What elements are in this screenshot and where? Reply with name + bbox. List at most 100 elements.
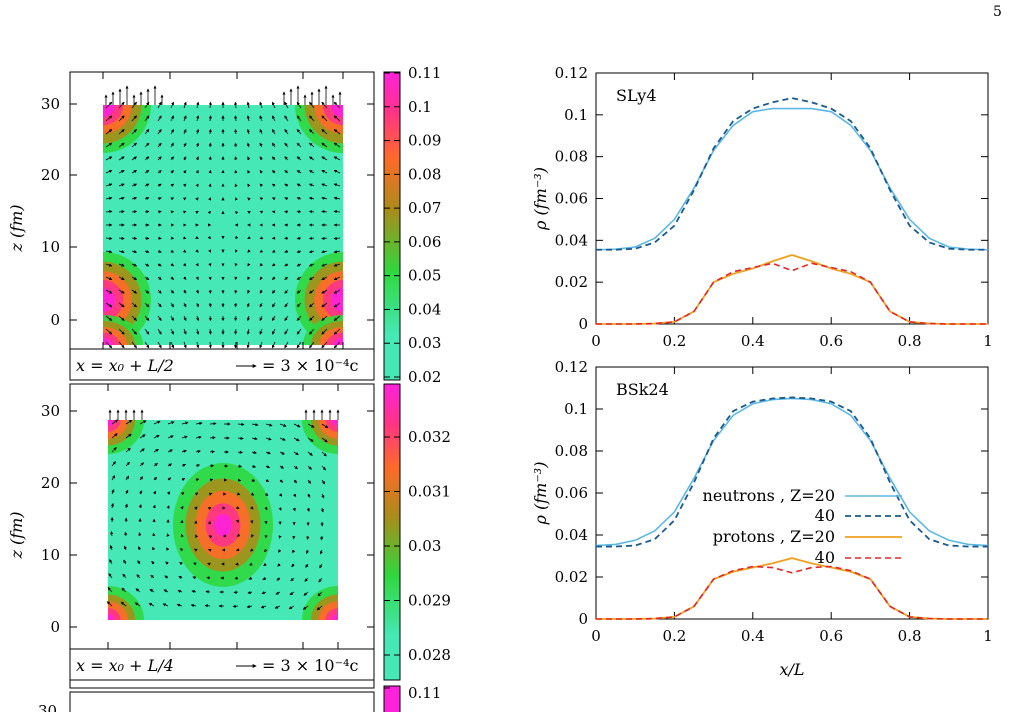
velocity-arrow <box>233 590 239 594</box>
colorbar-tick-a-7: 0.04 <box>408 300 441 318</box>
velocity-arrow <box>292 549 296 554</box>
velocity-arrow <box>309 341 315 349</box>
velocity-arrow <box>321 142 328 148</box>
velocity-arrow <box>180 533 184 538</box>
velocity-arrow <box>195 169 199 174</box>
velocity-arrow <box>105 115 113 122</box>
velocity-arrow <box>308 236 315 240</box>
velocity-arrow <box>166 505 170 509</box>
velocity-arrow <box>170 128 174 135</box>
velocity-arrow <box>118 129 125 135</box>
velocity-arrow <box>144 156 150 161</box>
velocity-arrow <box>170 328 174 335</box>
velocity-arrow <box>247 169 251 174</box>
velocity-arrow <box>236 492 241 496</box>
velocity-arrow <box>284 315 289 321</box>
velocity-arrow <box>131 183 138 187</box>
velocity-arrow <box>293 465 298 470</box>
velocity-arrow <box>278 535 282 539</box>
velocity-arrow <box>284 249 289 253</box>
velocity-arrow <box>118 236 125 240</box>
velocity-arrow <box>170 115 174 122</box>
velocity-arrow <box>321 250 328 254</box>
xtick-label-bottom-4: 0.8 <box>898 627 922 645</box>
velocity-arrow <box>208 156 212 161</box>
colorbar-tick-b-4: 0.028 <box>408 646 451 664</box>
velocity-arrow <box>247 183 251 188</box>
velocity-arrow <box>193 562 197 566</box>
velocity-arrow <box>144 341 150 349</box>
velocity-arrow <box>157 142 162 148</box>
velocity-arrow <box>166 491 171 495</box>
velocity-arrow <box>251 450 257 455</box>
velocity-arrow <box>182 210 187 214</box>
velocity-arrow <box>131 341 137 349</box>
velocity-arrow <box>321 236 328 240</box>
velocity-arrow <box>307 479 312 484</box>
frame-c <box>69 691 375 712</box>
velocity-arrow <box>236 548 240 552</box>
velocity-arrow <box>183 142 187 148</box>
velocity-arrow <box>150 574 155 579</box>
velocity-arrow <box>284 210 289 214</box>
velocity-arrow <box>278 507 282 511</box>
velocity-arrow <box>118 101 125 109</box>
velocity-arrow <box>118 250 125 254</box>
velocity-arrow <box>157 263 162 267</box>
velocity-arrow <box>306 507 310 512</box>
velocity-arrow <box>333 142 341 148</box>
velocity-arrow <box>208 262 212 267</box>
velocity-arrow <box>272 142 276 148</box>
velocity-arrow <box>105 276 113 280</box>
velocity-arrow <box>152 532 156 537</box>
velocity-arrow <box>181 478 186 482</box>
velocity-arrow <box>179 562 183 566</box>
velocity-arrow <box>138 504 142 509</box>
velocity-arrow <box>118 196 125 200</box>
velocity-arrow <box>138 532 142 537</box>
ytick-b-1: 20 <box>41 474 60 492</box>
velocity-arrow <box>321 341 328 349</box>
velocity-arrow <box>196 101 200 109</box>
density-map-b <box>108 420 338 620</box>
velocity-arrow <box>208 169 212 174</box>
velocity-arrow <box>271 263 276 267</box>
velocity-arrow <box>290 577 295 582</box>
velocity-arrow <box>250 534 255 538</box>
velocity-arrow <box>308 196 315 200</box>
velocity-arrow <box>232 604 239 608</box>
velocity-arrow <box>194 534 199 539</box>
velocity-arrow <box>306 535 310 540</box>
velocity-arrow <box>204 604 211 608</box>
velocity-arrow <box>167 477 172 481</box>
proton-z40-line-bottom <box>596 565 988 620</box>
velocity-arrow <box>284 263 289 267</box>
velocity-arrow <box>131 142 137 148</box>
velocity-arrow <box>195 236 199 240</box>
velocity-arrow <box>167 435 174 439</box>
velocity-arrow <box>296 289 302 294</box>
velocity-arrow <box>276 577 281 581</box>
velocity-arrow <box>170 263 175 267</box>
velocity-arrow <box>289 591 295 596</box>
velocity-arrow <box>144 142 150 148</box>
velocity-arrow <box>234 169 238 174</box>
ytick-label-bottom-2: 0.04 <box>555 526 588 544</box>
velocity-arrow <box>284 341 289 349</box>
velocity-arrow <box>118 315 125 321</box>
velocity-arrow <box>165 561 169 565</box>
velocity-arrow <box>195 478 200 482</box>
velocity-arrow <box>237 436 244 440</box>
velocity-arrow <box>208 341 212 349</box>
velocity-arrow <box>319 563 323 569</box>
velocity-arrow <box>207 507 212 511</box>
colorbar-tick-a-5: 0.06 <box>408 233 441 251</box>
velocity-arrow <box>321 465 326 471</box>
velocity-arrow <box>131 236 138 240</box>
velocity-arrow <box>237 478 242 482</box>
colorbar-tick-b-0: 0.032 <box>408 428 451 446</box>
velocity-arrow <box>248 576 253 580</box>
velocity-arrow <box>153 476 158 481</box>
velocity-arrow <box>309 302 315 308</box>
